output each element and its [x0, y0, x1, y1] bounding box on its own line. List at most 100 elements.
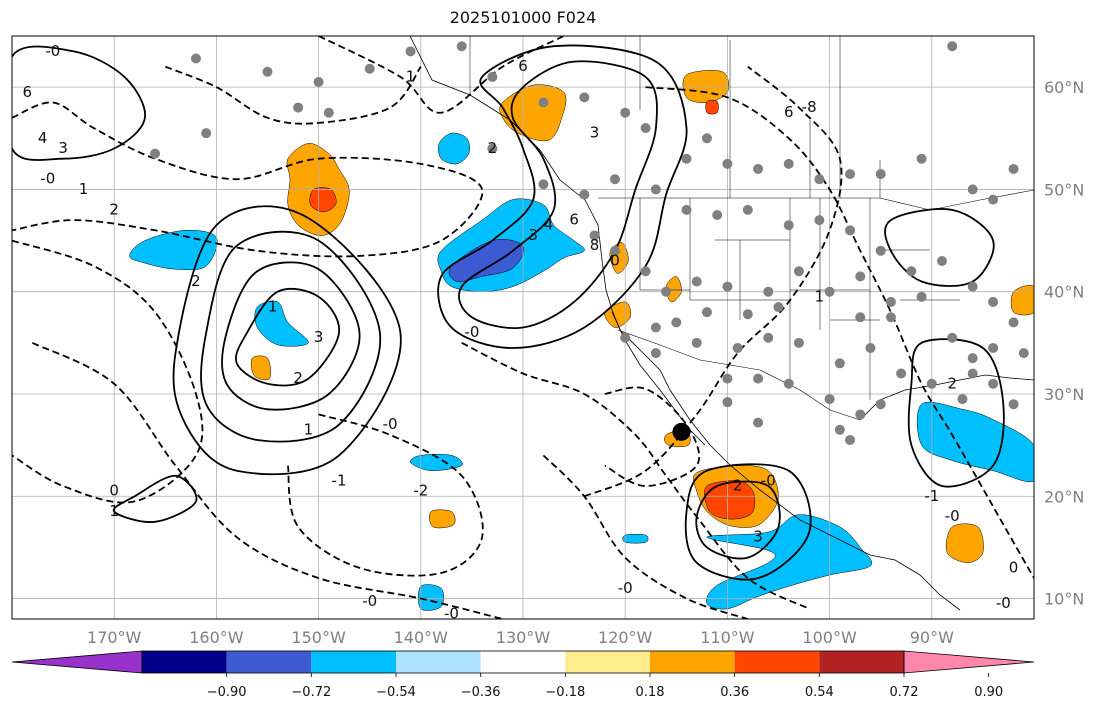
solid-contour [907, 338, 1005, 488]
shaded-region [309, 187, 337, 213]
stations-layer [150, 41, 1029, 446]
station-dot [538, 97, 549, 108]
station-dot [845, 225, 856, 236]
contour-label: 2 [947, 374, 957, 392]
station-dot [640, 266, 651, 277]
station-dot [538, 179, 549, 190]
lon-tick-label: 120°W [598, 628, 653, 647]
station-dot [293, 102, 304, 113]
station-dot [906, 266, 917, 277]
station-dot [650, 184, 661, 195]
station-dot [834, 358, 845, 369]
dashed-contour [583, 65, 843, 498]
contour-label: 4 [544, 216, 554, 234]
station-dot [988, 342, 999, 353]
contour-label: 0 [610, 252, 620, 270]
station-dot [875, 399, 886, 410]
contour-label: 4 [38, 129, 48, 147]
contour-label: 3 [590, 124, 600, 142]
contour-label: 2 [191, 272, 201, 290]
contour-label: 6 [518, 57, 528, 75]
contour-label: -0 [996, 594, 1011, 612]
contour-label: 1 [79, 180, 89, 198]
contour-label: 0 [109, 482, 119, 500]
station-dot [722, 158, 733, 169]
solid-contour [200, 230, 382, 443]
station-dot [150, 148, 161, 159]
station-dot [364, 63, 375, 74]
contour-label: 3 [314, 328, 324, 346]
station-dot [620, 332, 631, 343]
station-dot [783, 378, 794, 389]
lat-tick-label: 60°N [1044, 78, 1084, 97]
station-dot [763, 286, 774, 297]
station-dot [1008, 317, 1019, 328]
station-dot [783, 158, 794, 169]
station-dot [916, 153, 927, 164]
dashed-contour [31, 341, 503, 619]
station-dot [783, 220, 794, 231]
shaded-region [916, 401, 1034, 483]
shaded-region [706, 514, 873, 610]
lon-tick-label: 100°W [802, 628, 857, 647]
contour-label: -0 [383, 415, 398, 433]
station-dot [773, 302, 784, 313]
lat-tick-label: 20°N [1044, 487, 1084, 506]
lat-tick-label: 10°N [1044, 590, 1084, 609]
station-dot [323, 107, 334, 118]
station-dot [620, 107, 631, 118]
colorbar-segment [819, 651, 904, 673]
colorbar-segment [480, 651, 566, 673]
contour-label: -8 [802, 98, 817, 116]
station-dot [967, 281, 978, 292]
station-dot [650, 322, 661, 333]
station-dot [650, 348, 661, 359]
station-dot [1008, 163, 1019, 174]
colorbar-tick-label: −0.90 [207, 685, 247, 700]
station-dot [753, 417, 764, 428]
colorbar-tick-label: 0.54 [805, 685, 834, 700]
colorbar-segment [142, 651, 227, 673]
station-dot [681, 204, 692, 215]
lat-tick-label: 30°N [1044, 385, 1084, 404]
state-borders [469, 36, 960, 400]
contour-label: -0 [444, 604, 459, 622]
station-dot [926, 378, 937, 389]
station-dot [487, 71, 498, 82]
gulf-coastline [859, 374, 1034, 421]
contour-label: 8 [590, 236, 600, 254]
station-dot [885, 296, 896, 307]
solid-contours [12, 44, 1005, 581]
station-dot [201, 128, 212, 139]
shaded-region [438, 132, 470, 165]
colorbar-tick-label: −0.18 [545, 685, 585, 700]
solid-contour [172, 205, 402, 476]
contour-label: 6 [569, 211, 579, 229]
solid-contour [695, 480, 781, 560]
station-dot [671, 317, 682, 328]
contour-label: -0 [761, 471, 776, 489]
station-dot [701, 133, 712, 144]
dashed-contour [12, 101, 484, 258]
solid-contour [884, 208, 995, 287]
contour-label: 0 [1009, 558, 1019, 576]
station-dot [579, 92, 590, 103]
station-dot [814, 174, 825, 185]
station-dot [753, 373, 764, 384]
contour-label: -0 [618, 579, 633, 597]
station-dot [763, 332, 774, 343]
contour-label: 2 [293, 369, 303, 387]
contour-label: 1 [815, 287, 825, 305]
station-dot [1008, 399, 1019, 410]
shaded-region [704, 480, 756, 520]
contour-label: 2 [733, 477, 743, 495]
station-dot [957, 394, 968, 405]
station-dot [589, 230, 600, 241]
station-dot [834, 424, 845, 435]
lat-tick-label: 40°N [1044, 283, 1084, 302]
station-dot [947, 41, 958, 52]
shaded-region [429, 509, 456, 529]
station-dot [845, 435, 856, 446]
colorbar-segment [565, 651, 650, 673]
